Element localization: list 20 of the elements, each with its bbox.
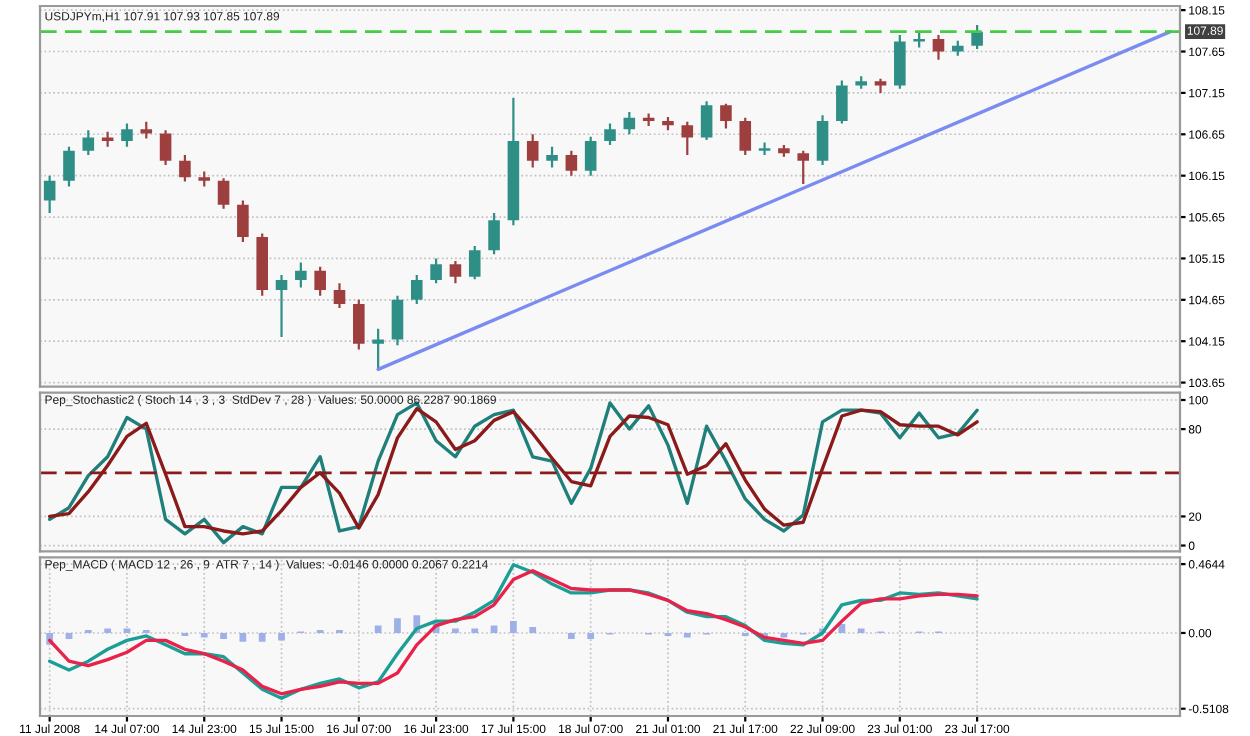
candlestick xyxy=(797,149,810,186)
candlestick xyxy=(681,120,694,157)
bar xyxy=(258,632,266,642)
bar xyxy=(394,618,401,633)
candlestick xyxy=(121,122,133,148)
bar xyxy=(220,632,227,639)
bar xyxy=(529,627,537,633)
bar xyxy=(683,632,691,638)
bar xyxy=(567,632,575,639)
bar xyxy=(587,632,595,639)
candlestick xyxy=(952,39,964,57)
bar xyxy=(278,632,285,641)
bar xyxy=(838,624,846,633)
bar xyxy=(65,632,73,639)
bar xyxy=(374,625,382,633)
candlestick xyxy=(546,145,558,169)
bar xyxy=(200,632,208,638)
candlestick xyxy=(604,122,616,147)
bar xyxy=(510,621,517,633)
bar xyxy=(239,632,247,642)
